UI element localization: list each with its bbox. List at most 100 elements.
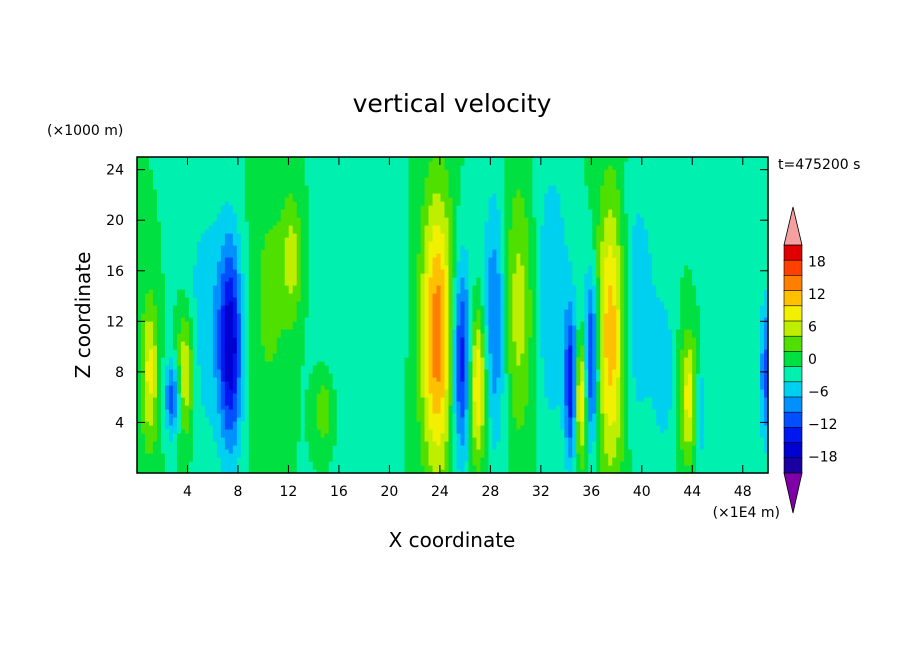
contour-cell [148,281,154,286]
contour-cell [300,461,306,466]
contour-cell [137,265,142,270]
contour-cell [368,165,374,170]
contour-cell [320,457,326,462]
contour-cell [272,429,278,434]
contour-cell [300,457,306,462]
contour-cell [380,233,386,238]
contour-cell [148,185,154,190]
contour-cell [372,341,378,346]
contour-cell [180,269,186,274]
contour-cell [152,165,158,170]
contour-cell [208,353,214,358]
contour-cell [372,433,378,438]
contour-cell [172,301,178,306]
contour-cell [152,321,158,326]
contour-cell [272,221,278,226]
contour-cell [220,249,226,254]
contour-cell [188,229,194,234]
contour-cell [332,361,338,366]
contour-cell [184,213,190,218]
contour-cell [300,253,306,258]
contour-cell [208,397,214,402]
contour-cell [308,249,314,254]
contour-cell [180,409,186,414]
contour-cell [300,249,306,254]
contour-cell [236,325,242,330]
contour-cell [284,361,290,366]
contour-cell [152,229,158,234]
contour-cell [344,461,350,466]
contour-cell [164,201,170,206]
contour-cell [272,357,278,362]
contour-cell [137,237,142,242]
contour-cell [180,381,186,386]
contour-cell [208,249,214,254]
contour-cell [312,409,318,414]
contour-cell [244,161,250,166]
contour-cell [324,157,330,162]
contour-cell [376,433,382,438]
contour-cell [184,313,190,318]
contour-cell [348,241,354,246]
contour-cell [240,409,246,414]
contour-cell [140,237,146,242]
contour-cell [280,469,286,474]
contour-cell [180,249,186,254]
contour-cell [332,461,338,466]
contour-cell [196,361,202,366]
contour-cell [268,177,274,182]
contour-cell [340,233,346,238]
contour-cell [384,397,390,402]
contour-cell [352,417,358,422]
contour-cell [216,193,222,198]
contour-cell [144,393,150,398]
contour-cell [296,405,302,410]
contour-cell [200,377,206,382]
contour-cell [160,349,166,354]
contour-cell [144,177,150,182]
contour-cell [168,449,174,454]
contour-cell [268,429,274,434]
contour-cell [172,281,178,286]
contour-cell [360,297,366,302]
contour-cell [264,365,270,370]
contour-cell [348,177,354,182]
contour-cell [160,249,166,254]
contour-cell [308,401,314,406]
contour-cell [244,433,250,438]
contour-cell [176,445,182,450]
contour-cell [356,297,362,302]
contour-cell [144,469,150,474]
contour-cell [384,405,390,410]
contour-cell [248,181,254,186]
contour-cell [376,281,382,286]
contour-cell [360,169,366,174]
contour-cell [208,361,214,366]
contour-cell [336,377,342,382]
contour-cell [324,177,330,182]
contour-cell [252,221,258,226]
contour-cell [208,209,214,214]
contour-cell [200,413,206,418]
contour-cell [272,373,278,378]
contour-cell [220,205,226,210]
contour-cell [256,317,262,322]
contour-cell [216,257,222,262]
contour-cell [292,169,298,174]
contour-cell [312,177,318,182]
contour-cell [376,165,382,170]
contour-cell [364,165,370,170]
contour-cell [328,433,334,438]
contour-cell [260,209,266,214]
contour-cell [260,317,266,322]
contour-cell [160,261,166,266]
contour-cell [148,461,154,466]
contour-cell [348,221,354,226]
contour-cell [232,205,238,210]
contour-cell [356,173,362,178]
contour-cell [164,317,170,322]
contour-cell [208,157,214,162]
contour-cell [316,261,322,266]
contour-cell [352,321,358,326]
contour-cell [384,401,390,406]
